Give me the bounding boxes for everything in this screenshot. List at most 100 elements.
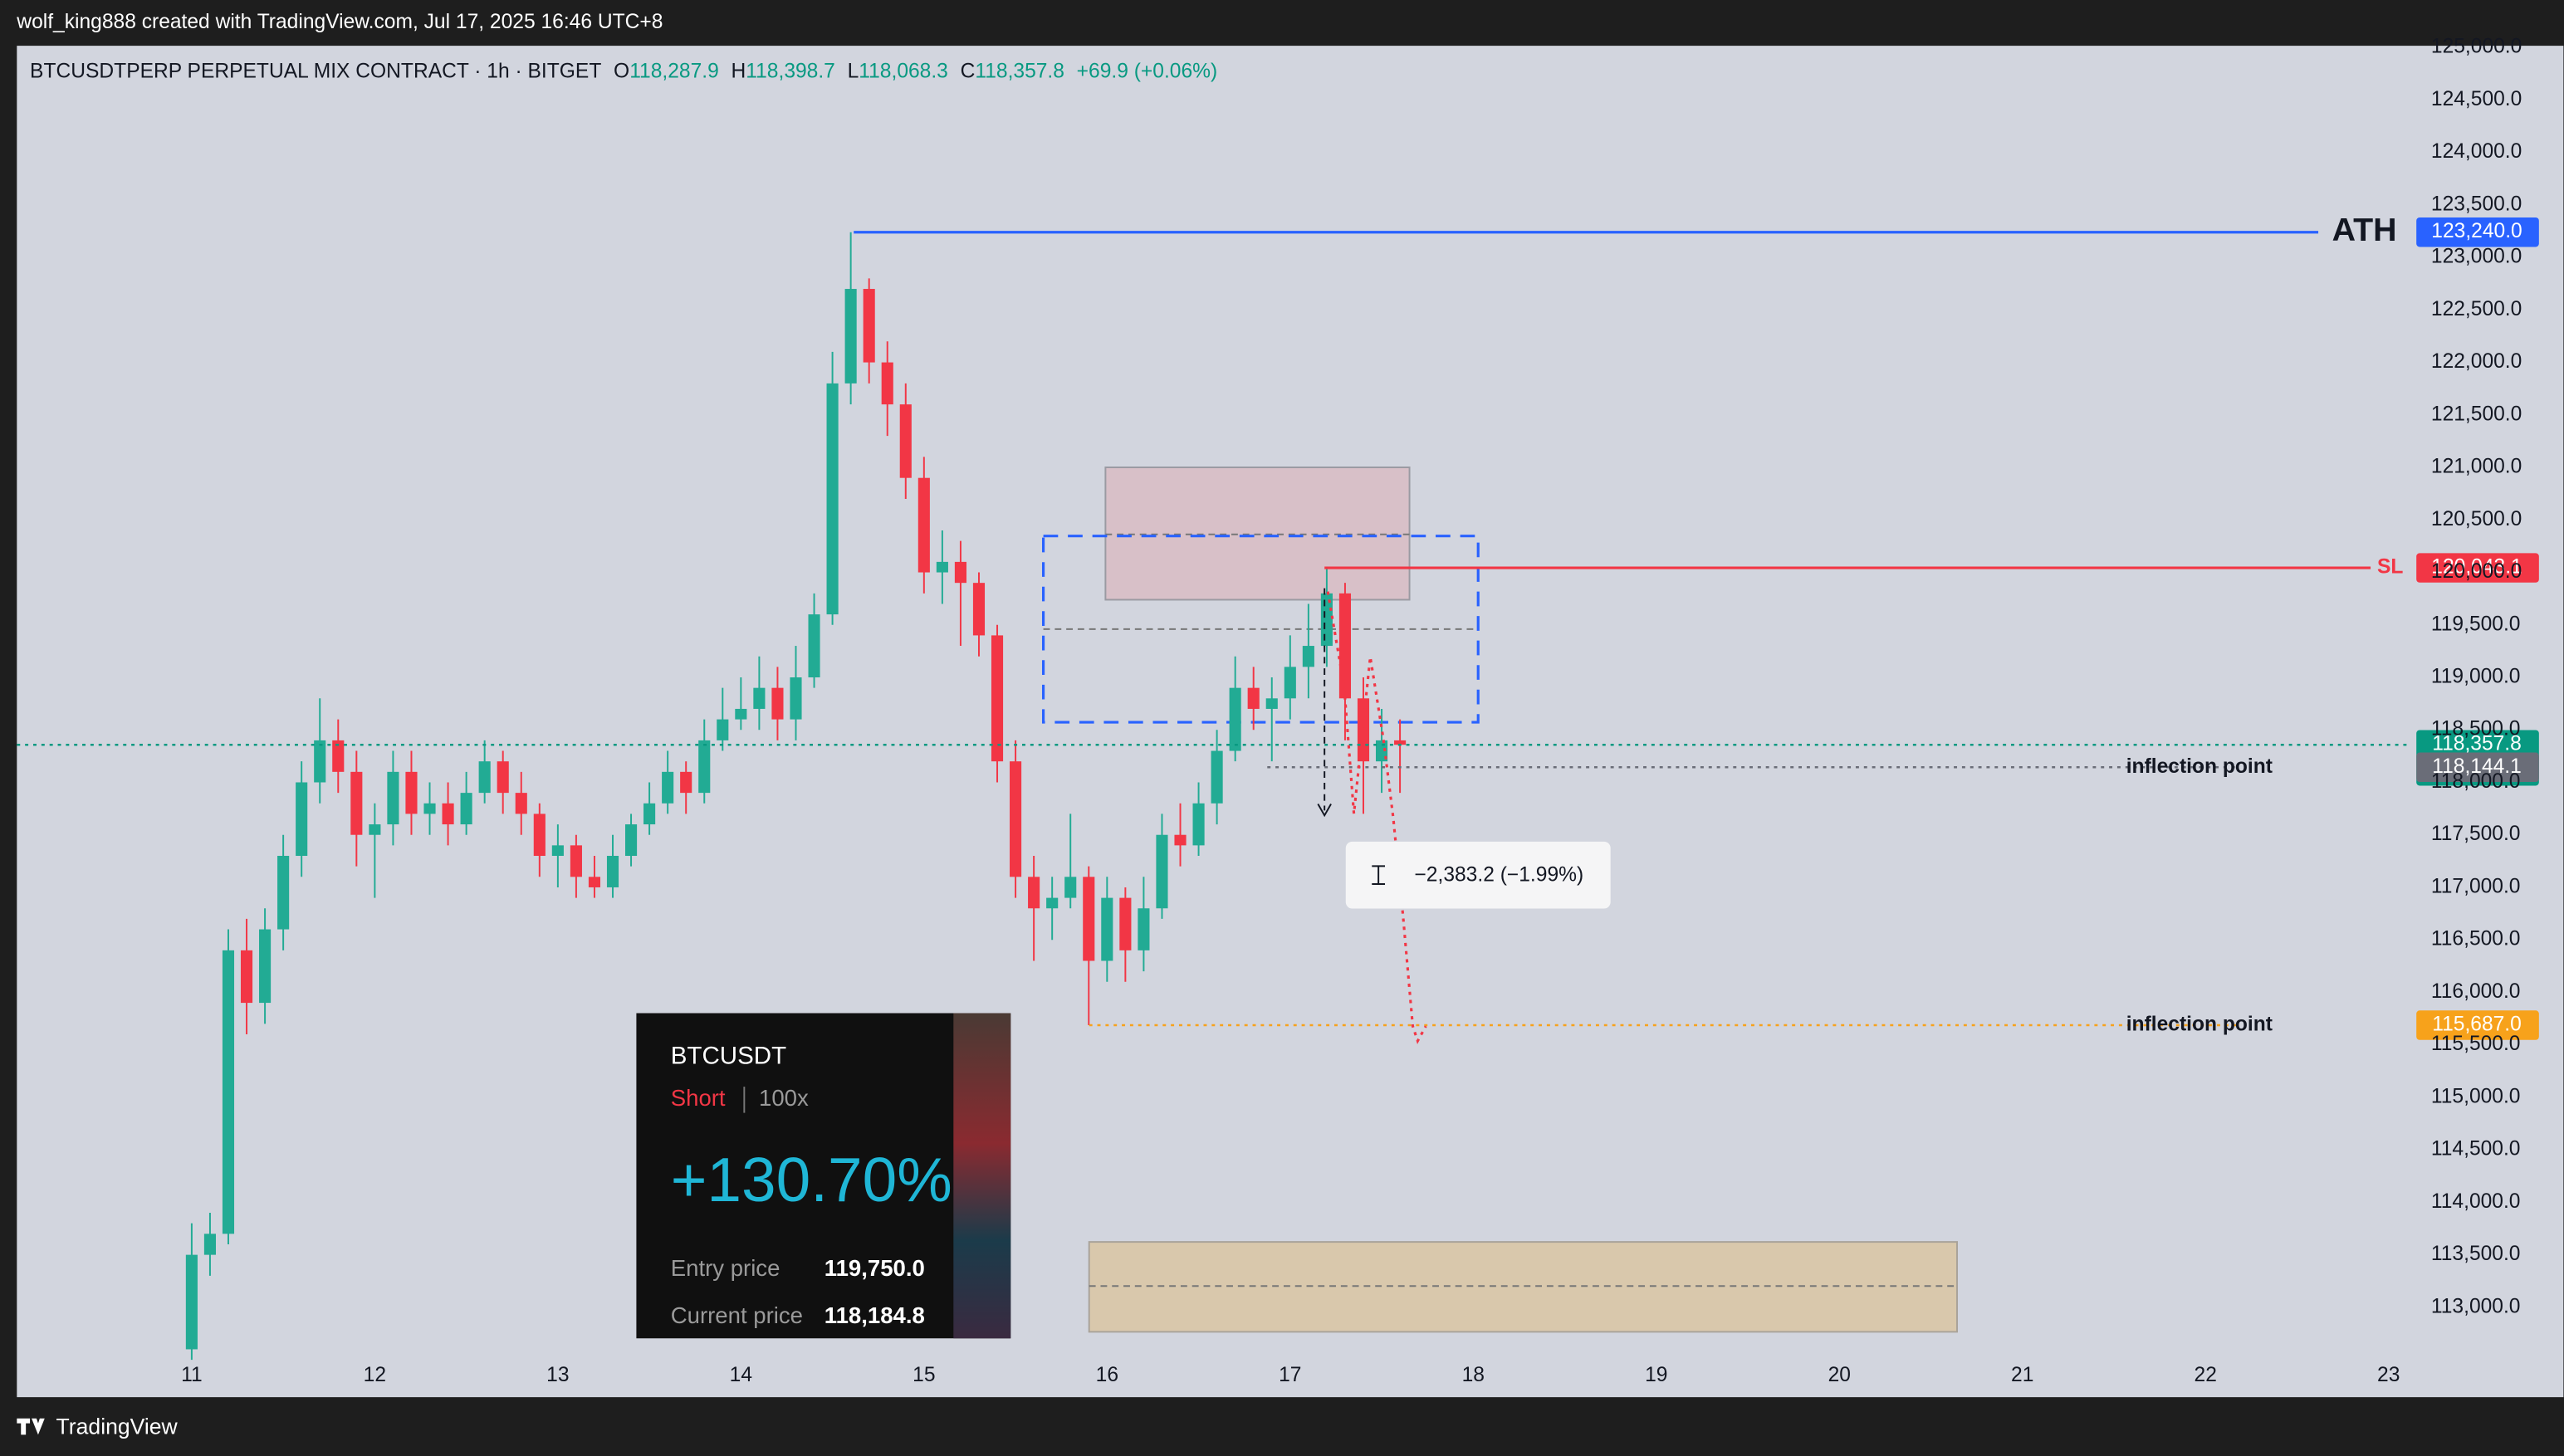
candle-body [972, 583, 986, 636]
card-bg [636, 1013, 1011, 1339]
candle-body [1302, 646, 1314, 667]
price-tag-label: 118,144.1 [2432, 755, 2522, 778]
candle-body [936, 561, 948, 573]
candle-body [1046, 897, 1059, 909]
legend-value: 118,398.7 [746, 60, 835, 82]
y-tick-label: 120,500.0 [2431, 508, 2522, 530]
candle-body [497, 761, 509, 794]
candle-body [735, 708, 747, 720]
price-line-note: ATH [2332, 212, 2397, 248]
card-image [953, 1013, 1011, 1339]
candle-body [899, 404, 912, 478]
price-tag-label: 118,357.8 [2432, 733, 2522, 755]
candle-body [863, 289, 875, 363]
measure-arrow [1317, 804, 1332, 818]
x-tick-label: 12 [364, 1364, 386, 1386]
y-tick-label: 122,500.0 [2431, 298, 2522, 320]
x-tick-label: 22 [2195, 1364, 2217, 1386]
candle-body [515, 793, 527, 814]
candle-body [588, 877, 601, 887]
candle-body [203, 1234, 216, 1255]
candle-body [1174, 834, 1187, 846]
y-tick-label: 113,000.0 [2431, 1295, 2521, 1317]
candle-body [790, 677, 802, 720]
candle-body [405, 771, 418, 814]
candle-body [478, 761, 491, 794]
y-tick-label: 115,500.0 [2431, 1033, 2521, 1055]
x-tick-label: 20 [1828, 1364, 1851, 1386]
candle-body [680, 771, 692, 794]
candle-body [277, 856, 290, 930]
candle-body [717, 719, 729, 740]
measure-icon [1372, 865, 1386, 885]
x-tick-label: 23 [2377, 1364, 2400, 1386]
y-tick-label: 119,000.0 [2431, 666, 2521, 688]
candle-body [643, 803, 656, 825]
candle-body [1394, 740, 1407, 745]
price-tag-label: 120,043.1 [2431, 556, 2522, 579]
legend-value: 118,068.3 [859, 60, 948, 82]
price-tag [2416, 752, 2539, 782]
legend-value: 118,357.8 [975, 60, 1064, 82]
brand-logo [17, 1418, 45, 1435]
x-tick-label: 11 [181, 1364, 203, 1386]
price-tag-label: 115,687.0 [2432, 1014, 2522, 1036]
y-tick-label: 114,000.0 [2431, 1190, 2521, 1213]
candle-body [826, 383, 839, 615]
candle-body [1138, 908, 1150, 950]
y-tick-label: 122,000.0 [2431, 350, 2522, 373]
card-current: 118,184.8 [824, 1302, 925, 1328]
price-line-note: inflection point [2126, 1014, 2273, 1036]
legend-key: H [732, 60, 746, 82]
candle-body [1156, 834, 1168, 909]
candle-body [1265, 698, 1278, 709]
legend: BTCUSDTPERP PERPETUAL MIX CONTRACT · 1h … [30, 60, 1217, 82]
candle-body [314, 740, 326, 783]
candle-body [606, 856, 619, 887]
candle-body [185, 1254, 198, 1350]
y-tick-label: 118,000.0 [2431, 770, 2521, 793]
candle-body [1229, 687, 1241, 751]
y-tick-label: 123,500.0 [2431, 193, 2522, 215]
credit: wolf_king888 created with TradingView.co… [16, 11, 663, 33]
candle-body [1028, 877, 1040, 909]
card-pair: BTCUSDT [671, 1042, 786, 1069]
candles [185, 232, 1407, 1361]
candle-body [624, 824, 638, 857]
card-side: Short [671, 1085, 726, 1111]
card-pnl: +130.70% [671, 1145, 952, 1214]
candle-body [917, 477, 930, 573]
y-tick-label: 124,500.0 [2431, 88, 2522, 110]
card-current-label: Current price [671, 1302, 803, 1328]
x-tick-label: 21 [2011, 1364, 2033, 1386]
candle-body [259, 929, 272, 1004]
y-tick-label: 116,500.0 [2431, 928, 2521, 950]
card-leverage: 100x [759, 1085, 809, 1111]
candle-body [296, 782, 308, 857]
candle-body [1119, 897, 1132, 950]
y-tick-label: 125,000.0 [2431, 36, 2522, 58]
legend-key: C [961, 60, 976, 82]
price-tag [2416, 553, 2539, 583]
price-tag [2416, 217, 2539, 247]
candle-body [1338, 593, 1352, 699]
y-tick-label: 124,000.0 [2431, 140, 2522, 163]
projection-path [1326, 591, 1427, 1044]
x-tick-label: 13 [546, 1364, 569, 1386]
candle-body [350, 771, 363, 835]
x-tick-label: 14 [730, 1364, 752, 1386]
measure-box [1345, 841, 1611, 909]
y-tick-label: 117,500.0 [2431, 823, 2521, 845]
x-tick-label: 19 [1645, 1364, 1667, 1386]
candle-body [533, 814, 546, 857]
candle-body [753, 687, 766, 709]
y-tick-label: 121,500.0 [2431, 403, 2522, 425]
candle-body [808, 614, 820, 678]
candle-body [881, 362, 893, 405]
legend-key: L [848, 60, 859, 82]
brand: TradingView [56, 1414, 179, 1439]
candle-body [1211, 750, 1223, 804]
candle-body [369, 824, 381, 835]
price-tag [2416, 1010, 2539, 1040]
x-tick-label: 16 [1096, 1364, 1118, 1386]
